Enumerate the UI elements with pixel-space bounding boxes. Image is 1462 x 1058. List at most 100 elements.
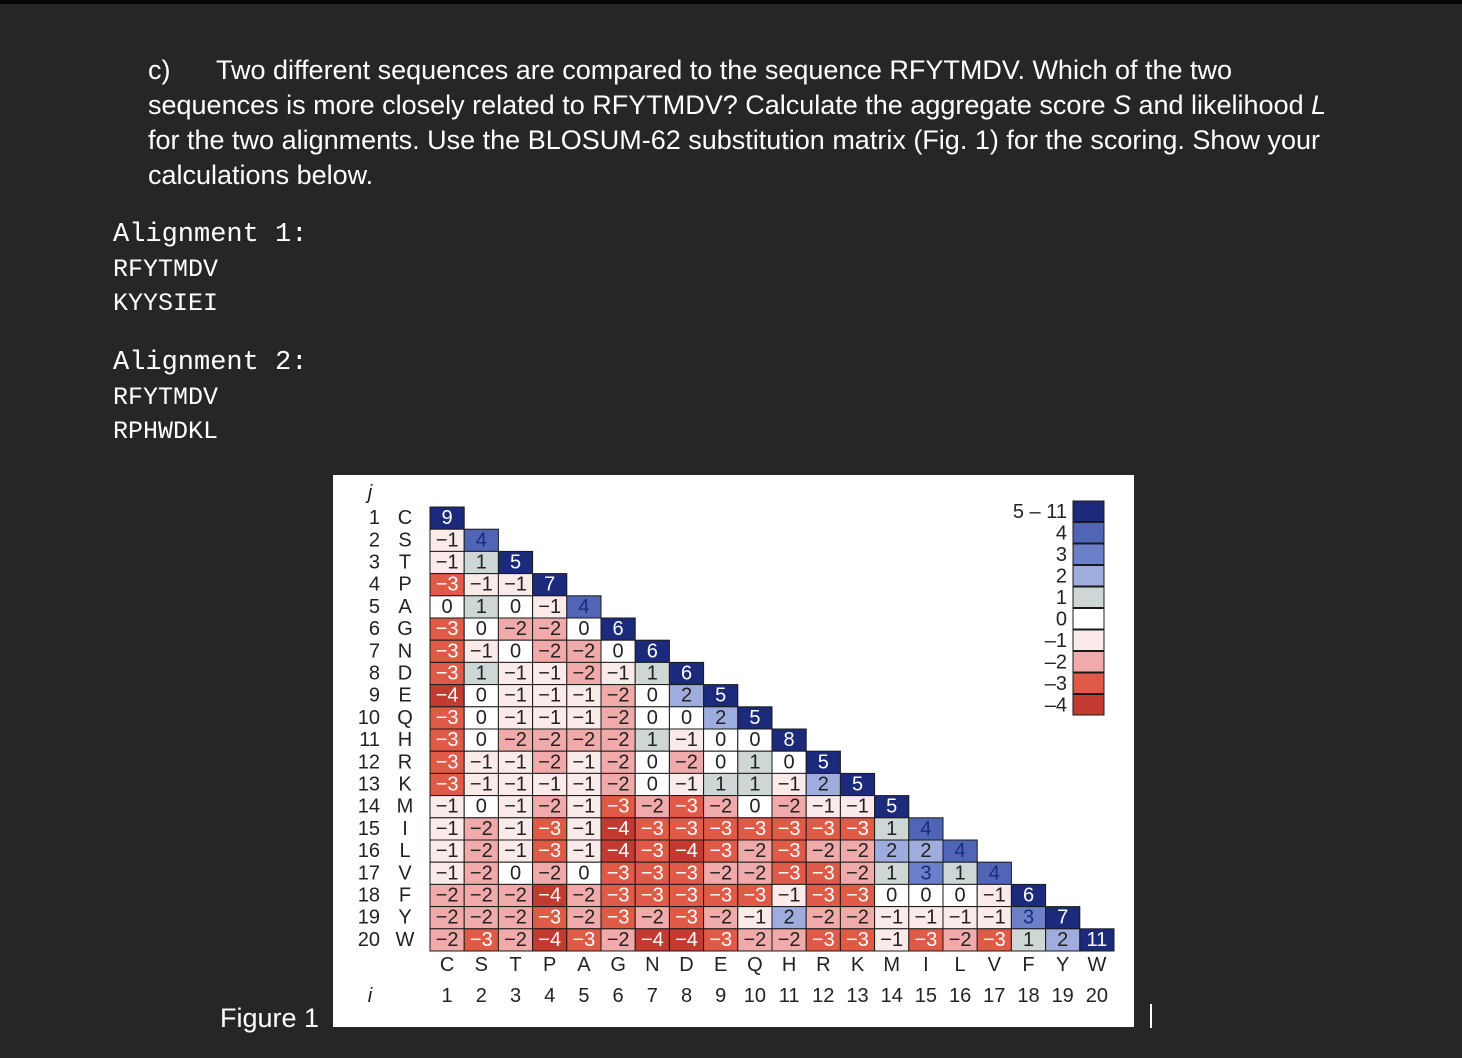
matrix-value: 5 <box>715 685 726 707</box>
row-residue-label: H <box>398 729 412 751</box>
matrix-value: 0 <box>749 796 760 818</box>
column-residue-label: W <box>1087 954 1106 976</box>
column-index-label: 1 <box>442 985 453 1007</box>
matrix-value: −1 <box>470 751 493 773</box>
column-index-label: 3 <box>510 985 521 1007</box>
matrix-value: −3 <box>914 929 937 951</box>
matrix-value: 0 <box>476 729 487 751</box>
matrix-value: −2 <box>607 751 630 773</box>
matrix-value: −1 <box>914 907 937 929</box>
alignment-1-seq2: KYYSIEI <box>113 289 219 318</box>
column-residue-label: K <box>851 954 865 976</box>
matrix-value: −3 <box>538 907 561 929</box>
matrix-value: −2 <box>504 929 527 951</box>
matrix-value: −1 <box>778 885 801 907</box>
alignment-1-title: Alignment 1: <box>113 220 308 250</box>
legend-label: 5 – 11 <box>1013 501 1067 523</box>
matrix-value: 1 <box>647 729 658 751</box>
matrix-value: −2 <box>846 840 869 862</box>
matrix-value: −1 <box>538 685 561 707</box>
row-residue-label: M <box>397 796 414 818</box>
row-index-label: 15 <box>358 818 380 840</box>
matrix-value: −2 <box>470 818 493 840</box>
matrix-value: −1 <box>880 907 903 929</box>
matrix-value: 0 <box>784 751 795 773</box>
matrix-value: 0 <box>647 751 658 773</box>
matrix-value: −2 <box>607 729 630 751</box>
question-text-part-2: and likelihood <box>1130 90 1312 120</box>
column-index-label: 20 <box>1086 985 1108 1007</box>
matrix-value: −2 <box>538 640 561 662</box>
matrix-value: −2 <box>504 618 527 640</box>
matrix-value: 0 <box>647 685 658 707</box>
matrix-value: 1 <box>476 663 487 685</box>
column-index-label: 2 <box>476 985 487 1007</box>
matrix-value: −4 <box>436 685 459 707</box>
matrix-value: −1 <box>538 596 561 618</box>
matrix-value: −2 <box>538 751 561 773</box>
row-residue-label: G <box>397 618 413 640</box>
matrix-value: −2 <box>572 640 595 662</box>
matrix-value: −2 <box>504 729 527 751</box>
matrix-value: 0 <box>442 596 453 618</box>
matrix-value: −3 <box>436 729 459 751</box>
matrix-value: −3 <box>675 796 698 818</box>
matrix-value: −1 <box>504 574 527 596</box>
matrix-value: −2 <box>743 840 766 862</box>
matrix-value: 0 <box>510 640 521 662</box>
matrix-value: −1 <box>572 818 595 840</box>
matrix-value: 2 <box>784 907 795 929</box>
matrix-value: −3 <box>846 885 869 907</box>
matrix-value: −1 <box>607 663 630 685</box>
matrix-value: −3 <box>607 862 630 884</box>
matrix-value: −2 <box>778 929 801 951</box>
matrix-value: −2 <box>607 707 630 729</box>
column-index-label: 11 <box>779 985 800 1007</box>
matrix-value: −2 <box>675 751 698 773</box>
matrix-value: 2 <box>1057 929 1068 951</box>
matrix-value: −1 <box>983 885 1006 907</box>
matrix-value: −1 <box>504 751 527 773</box>
matrix-value: −2 <box>709 907 732 929</box>
matrix-value: −2 <box>538 862 561 884</box>
matrix-value: −2 <box>470 907 493 929</box>
column-residue-label: N <box>645 954 659 976</box>
matrix-value: −3 <box>572 929 595 951</box>
matrix-value: −3 <box>778 840 801 862</box>
matrix-value: 0 <box>510 596 521 618</box>
column-index-label: 19 <box>1052 985 1074 1007</box>
matrix-value: −2 <box>641 796 664 818</box>
alignment-1-seq1: RFYTMDV <box>113 255 219 284</box>
matrix-cell <box>1079 928 1115 952</box>
matrix-value: 2 <box>920 840 931 862</box>
matrix-value: −3 <box>778 862 801 884</box>
matrix-value: 6 <box>647 640 658 662</box>
figure-label: Figure 1 <box>220 1003 320 1033</box>
matrix-value: −2 <box>538 796 561 818</box>
matrix-value: −1 <box>949 907 972 929</box>
column-residue-label: R <box>816 954 830 976</box>
matrix-value: −1 <box>538 707 561 729</box>
matrix-value: −1 <box>436 840 459 862</box>
legend-label: 2 <box>1056 565 1067 587</box>
matrix-value: −3 <box>846 929 869 951</box>
row-index-label: 20 <box>358 929 380 951</box>
legend-swatch <box>1072 629 1105 651</box>
row-residue-label: C <box>398 507 412 529</box>
column-index-label: 10 <box>744 985 766 1007</box>
matrix-value: −4 <box>538 885 561 907</box>
row-residue-label: R <box>398 751 412 773</box>
row-residue-label: K <box>398 774 412 796</box>
matrix-value: −1 <box>538 663 561 685</box>
matrix-value: 0 <box>955 885 966 907</box>
matrix-value: −1 <box>504 663 527 685</box>
row-residue-label: W <box>396 929 415 951</box>
row-residue-label: P <box>398 574 411 596</box>
matrix-value: −2 <box>641 907 664 929</box>
row-index-label: 9 <box>369 685 380 707</box>
matrix-value: −4 <box>607 818 630 840</box>
matrix-value: 1 <box>1023 929 1034 951</box>
matrix-value: −2 <box>572 885 595 907</box>
matrix-value: −1 <box>504 796 527 818</box>
matrix-value: 0 <box>476 707 487 729</box>
